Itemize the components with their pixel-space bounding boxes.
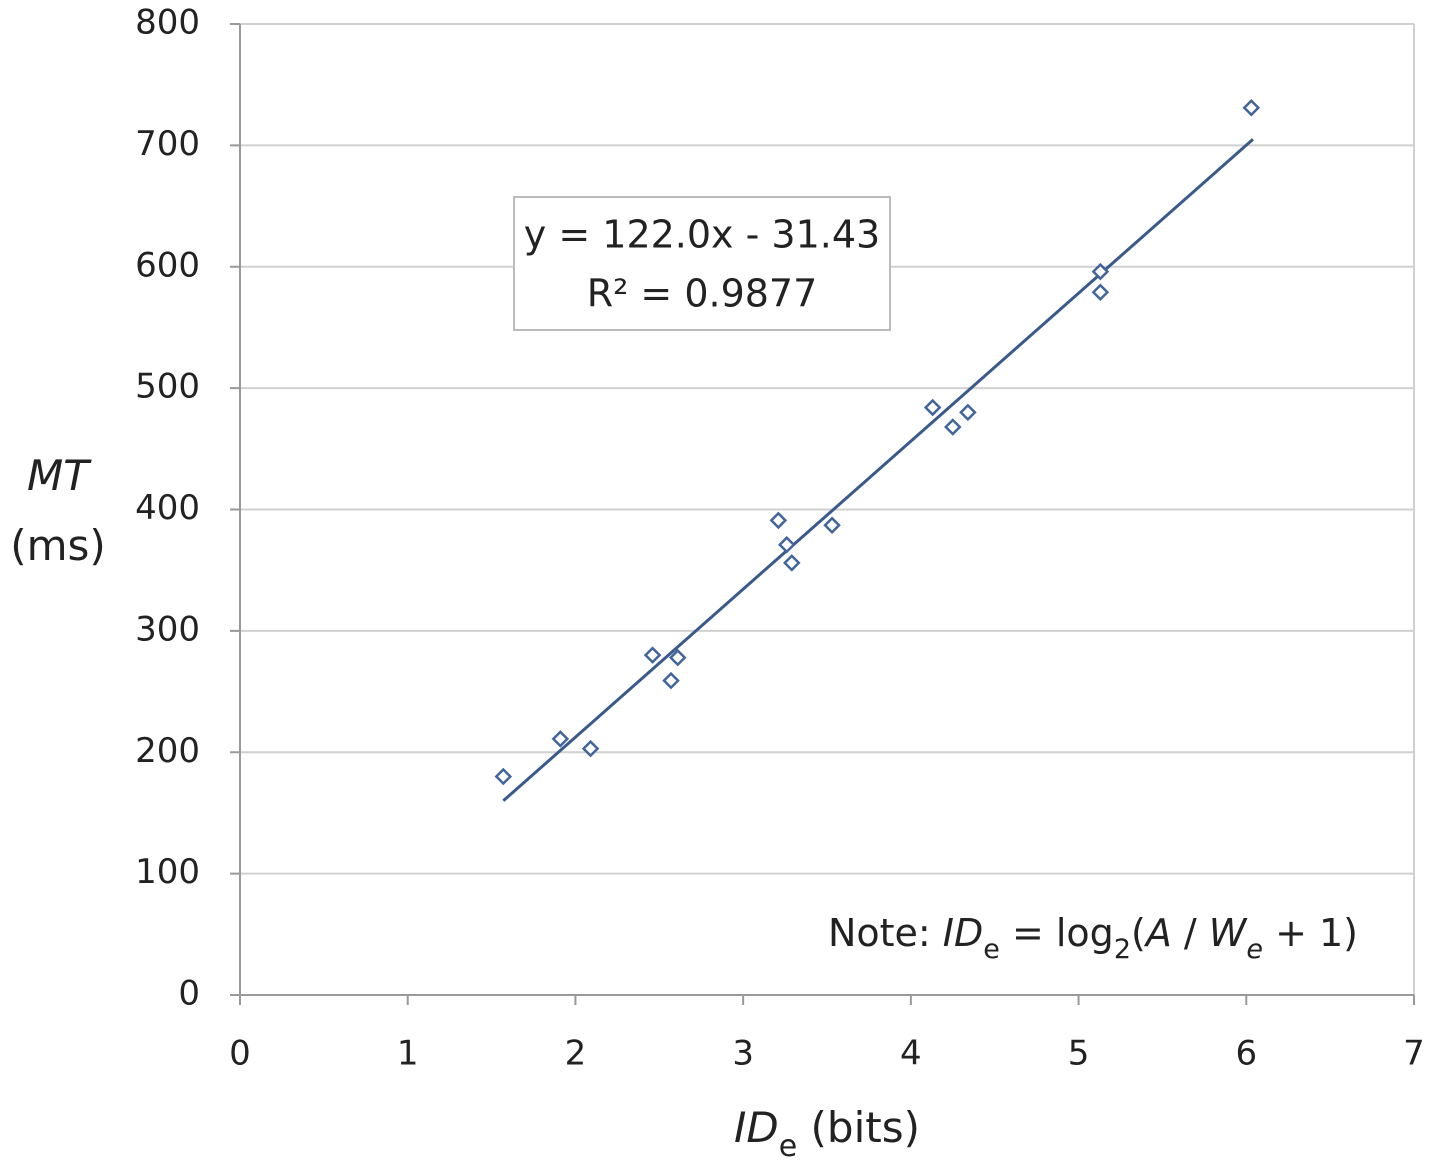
y-title-part: MT bbox=[27, 451, 92, 500]
data-point bbox=[643, 646, 662, 664]
note-part: / bbox=[1172, 911, 1209, 955]
x-tick-label: 1 bbox=[397, 1034, 419, 1074]
data-point bbox=[494, 767, 513, 786]
note-part: Note: bbox=[828, 911, 943, 955]
data-point bbox=[923, 398, 942, 417]
y-axis-title: MT bbox=[27, 451, 92, 500]
x-axis-title: IDe (bits) bbox=[734, 1103, 920, 1165]
note-part: A bbox=[1143, 911, 1172, 955]
note-part: e bbox=[983, 934, 1000, 965]
data-point bbox=[959, 403, 977, 422]
note-part: = log bbox=[1000, 911, 1114, 955]
y-tick-label: 600 bbox=[135, 245, 200, 285]
equation: y = 122.0x - 31.43 bbox=[524, 213, 880, 257]
note-part: e bbox=[1246, 934, 1263, 965]
y-tick-label: 100 bbox=[135, 852, 200, 892]
y-tick-label: 400 bbox=[135, 488, 200, 528]
data-point bbox=[581, 739, 600, 758]
y-tick-label: 0 bbox=[178, 974, 200, 1014]
y-tick-label: 300 bbox=[135, 609, 200, 649]
x-title-part: (bits) bbox=[797, 1103, 920, 1152]
equation-box bbox=[513, 196, 891, 331]
data-point bbox=[769, 511, 788, 530]
x-title-part: e bbox=[779, 1129, 797, 1164]
data-point bbox=[1242, 98, 1261, 117]
x-tick-label: 4 bbox=[900, 1034, 922, 1074]
data-point bbox=[777, 535, 796, 554]
data-point bbox=[551, 730, 570, 748]
x-tick-label: 2 bbox=[565, 1034, 587, 1074]
x-title-part: ID bbox=[734, 1103, 779, 1152]
data-point bbox=[783, 554, 801, 572]
x-tick-label: 7 bbox=[1403, 1034, 1425, 1074]
note-part: 2 bbox=[1114, 934, 1131, 965]
x-tick-label: 5 bbox=[1068, 1034, 1090, 1074]
x-tick-label: 0 bbox=[229, 1034, 251, 1074]
data-point bbox=[1091, 283, 1110, 302]
data-point bbox=[662, 671, 680, 690]
note-part: ( bbox=[1131, 911, 1146, 955]
y-title-part: (ms) bbox=[10, 521, 106, 570]
data-point bbox=[1091, 262, 1110, 281]
y-axis-unit: (ms) bbox=[10, 521, 106, 570]
note: Note: IDe = log2(A / We + 1) bbox=[828, 911, 1358, 966]
note-part: ID bbox=[943, 911, 983, 955]
data-point bbox=[944, 418, 962, 436]
x-tick-label: 6 bbox=[1235, 1034, 1257, 1074]
trendline bbox=[502, 138, 1254, 802]
y-tick-label: 500 bbox=[135, 367, 200, 407]
data-point bbox=[668, 648, 687, 667]
r-squared: R² = 0.9877 bbox=[587, 272, 818, 316]
y-tick-label: 700 bbox=[135, 124, 200, 164]
y-tick-label: 200 bbox=[135, 731, 200, 771]
x-tick-label: 3 bbox=[732, 1034, 754, 1074]
note-part: + 1) bbox=[1263, 911, 1358, 955]
data-point bbox=[823, 516, 841, 535]
note-part: W bbox=[1209, 911, 1248, 955]
y-tick-label: 800 bbox=[135, 3, 200, 43]
